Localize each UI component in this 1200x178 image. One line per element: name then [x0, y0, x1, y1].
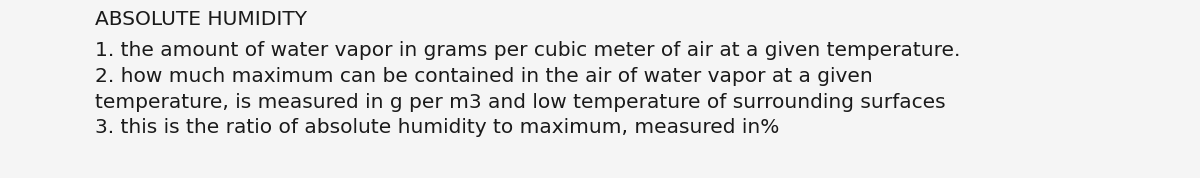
- Text: ABSOLUTE HUMIDITY: ABSOLUTE HUMIDITY: [95, 10, 307, 29]
- Text: 2. how much maximum can be contained in the air of water vapor at a given: 2. how much maximum can be contained in …: [95, 67, 872, 86]
- Text: temperature, is measured in g per m3 and low temperature of surrounding surfaces: temperature, is measured in g per m3 and…: [95, 93, 946, 111]
- Text: 1. the amount of water vapor in grams per cubic meter of air at a given temperat: 1. the amount of water vapor in grams pe…: [95, 41, 960, 61]
- Text: 3. this is the ratio of absolute humidity to maximum, measured in%: 3. this is the ratio of absolute humidit…: [95, 118, 779, 137]
